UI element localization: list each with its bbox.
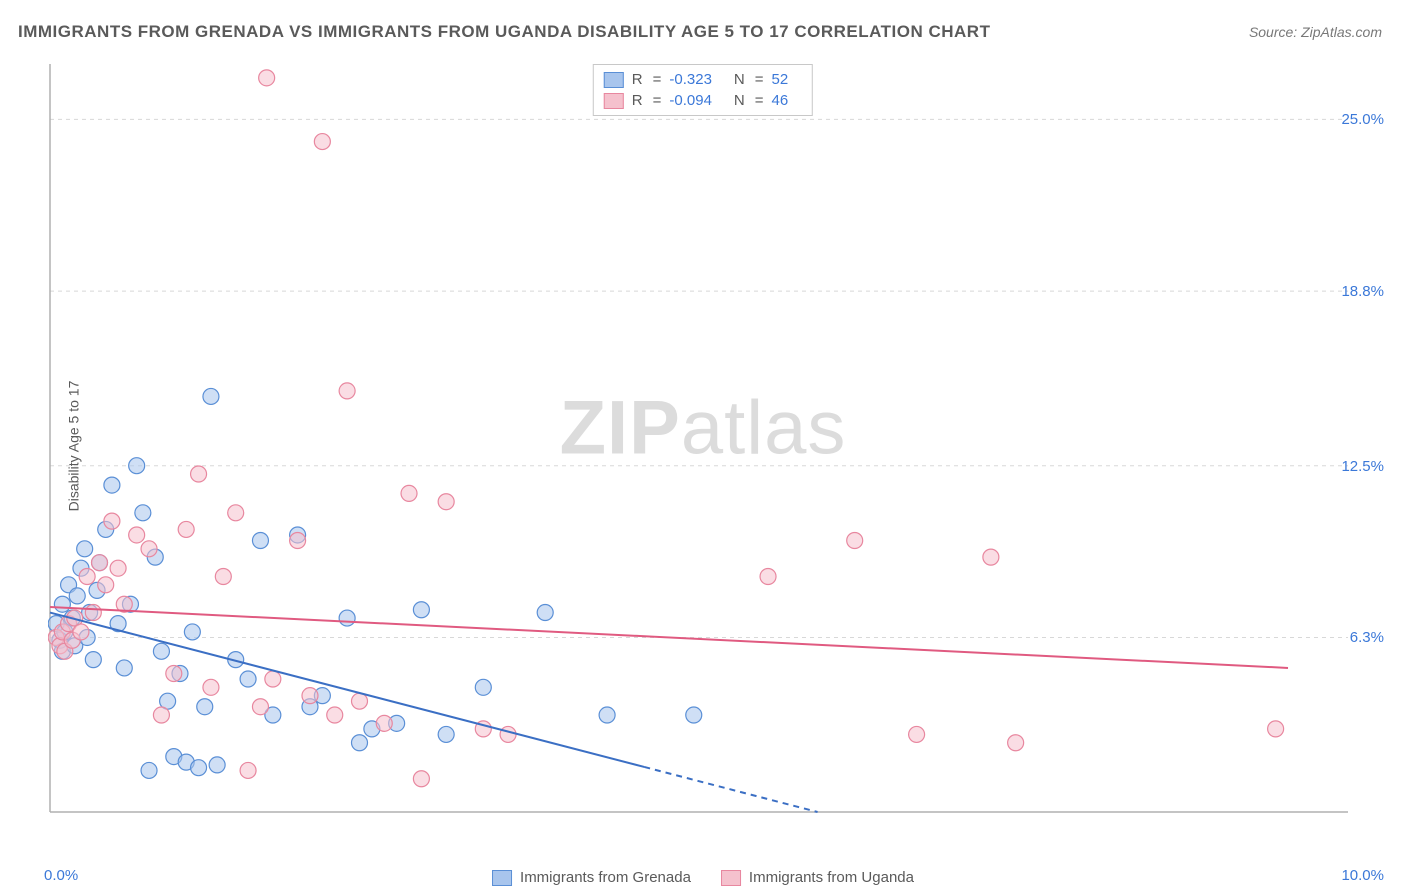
legend-r-value: -0.094 [669, 92, 712, 109]
x-tick-max: 10.0% [1341, 867, 1384, 884]
scatter-plot [48, 62, 1348, 842]
y-tick-label: 12.5% [1341, 458, 1384, 475]
legend-series-label: Immigrants from Uganda [749, 869, 914, 886]
legend-swatch [604, 93, 624, 109]
legend-series-item: Immigrants from Uganda [721, 869, 914, 886]
legend-r-value: -0.323 [669, 71, 712, 88]
legend-series-label: Immigrants from Grenada [520, 869, 691, 886]
x-tick-min: 0.0% [44, 867, 78, 884]
chart-source: Source: ZipAtlas.com [1249, 24, 1382, 40]
legend-n-value: 46 [772, 92, 789, 109]
y-tick-label: 18.8% [1341, 283, 1384, 300]
y-tick-label: 25.0% [1341, 111, 1384, 128]
y-tick-label: 6.3% [1350, 629, 1384, 646]
chart-title: IMMIGRANTS FROM GRENADA VS IMMIGRANTS FR… [18, 22, 990, 42]
legend-series: Immigrants from Grenada Immigrants from U… [492, 869, 914, 886]
legend-series-item: Immigrants from Grenada [492, 869, 691, 886]
legend-swatch [492, 870, 512, 886]
legend-n-value: 52 [772, 71, 789, 88]
legend-correlation: R=-0.323N=52R=-0.094N=46 [593, 64, 813, 116]
legend-swatch [604, 72, 624, 88]
legend-swatch [721, 870, 741, 886]
legend-correlation-row: R=-0.323N=52 [604, 69, 802, 90]
legend-correlation-row: R=-0.094N=46 [604, 90, 802, 111]
